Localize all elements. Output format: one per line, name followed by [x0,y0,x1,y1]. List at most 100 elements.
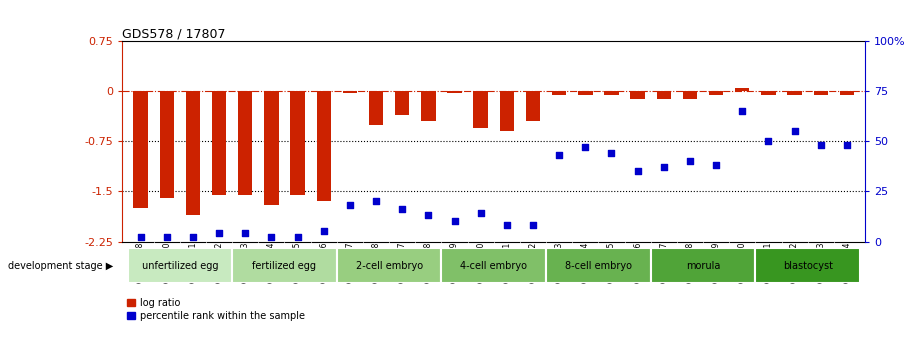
Text: GSM14661: GSM14661 [188,242,198,283]
Point [342,203,357,208]
Point [657,165,671,170]
Text: GSM14679: GSM14679 [450,242,459,283]
Bar [552,91,566,95]
Text: GSM14687: GSM14687 [660,242,669,283]
Legend: log ratio, percentile rank within the sample: log ratio, percentile rank within the sa… [127,298,304,321]
Point [238,231,253,236]
Point [395,207,410,212]
Bar [761,91,776,95]
Bar [735,88,749,91]
Text: GSM14686: GSM14686 [633,242,642,283]
Text: GSM14682: GSM14682 [528,242,537,283]
Bar [238,91,253,195]
Point [499,223,514,228]
Point [631,169,645,174]
Point [761,139,776,144]
Point [683,159,698,164]
Point [525,223,540,228]
Text: GSM14665: GSM14665 [293,242,302,283]
Point [421,213,436,218]
Text: GSM14662: GSM14662 [215,242,224,283]
Bar [499,91,514,131]
Point [448,219,462,224]
Point [369,199,383,204]
Text: GSM14692: GSM14692 [790,242,799,283]
Bar [525,91,540,121]
Text: GSM14680: GSM14680 [477,242,486,283]
Bar [578,91,593,95]
Text: GSM14693: GSM14693 [816,242,825,283]
Bar [133,91,148,208]
Text: GSM14684: GSM14684 [581,242,590,283]
Text: GSM14685: GSM14685 [607,242,616,283]
Point [735,109,749,114]
Text: GSM14681: GSM14681 [502,242,511,283]
Text: GSM14667: GSM14667 [345,242,354,283]
Bar [604,91,619,95]
Text: 4-cell embryo: 4-cell embryo [460,261,527,270]
Bar [212,91,226,195]
Point [290,235,304,240]
Text: 2-cell embryo: 2-cell embryo [355,261,423,270]
Text: GSM14688: GSM14688 [686,242,695,283]
Bar [787,91,802,95]
Text: GSM14664: GSM14664 [267,242,276,283]
Text: GSM14666: GSM14666 [319,242,328,283]
Point [133,235,148,240]
Text: GSM14689: GSM14689 [711,242,720,283]
Point [186,235,200,240]
Bar [186,91,200,215]
Text: GSM14658: GSM14658 [136,242,145,283]
Bar [337,248,441,283]
Text: GSM14660: GSM14660 [162,242,171,283]
Point [316,229,331,234]
Bar [316,91,331,201]
Text: GSM14668: GSM14668 [371,242,381,283]
Text: 8-cell embryo: 8-cell embryo [565,261,631,270]
Point [159,235,174,240]
Bar [631,91,645,99]
Bar [369,91,383,125]
Point [474,211,488,216]
Bar [291,91,304,195]
Text: GSM14691: GSM14691 [764,242,773,283]
Text: GSM14683: GSM14683 [554,242,564,283]
Text: fertilized egg: fertilized egg [253,261,316,270]
Text: blastocyst: blastocyst [783,261,833,270]
Bar [232,248,337,283]
Bar [421,91,436,121]
Bar [708,91,723,95]
Text: GSM14690: GSM14690 [737,242,747,283]
Bar [651,248,756,283]
Bar [840,91,854,95]
Text: GSM14694: GSM14694 [843,242,852,283]
Bar [265,91,279,205]
Text: GDS578 / 17807: GDS578 / 17807 [122,27,226,40]
Point [708,163,723,168]
Bar [159,91,174,198]
Bar [342,91,357,93]
Point [552,153,566,158]
Bar [448,91,462,93]
Text: GSM14677: GSM14677 [398,242,407,283]
Point [604,151,619,156]
Bar [683,91,697,99]
Point [787,129,802,134]
Text: GSM14663: GSM14663 [241,242,250,283]
Point [265,235,279,240]
Point [212,231,226,236]
Bar [657,91,671,99]
Bar [756,248,860,283]
Text: GSM14678: GSM14678 [424,242,433,283]
Bar [474,91,488,128]
Bar [546,248,651,283]
Point [840,143,854,148]
Point [578,145,593,150]
Point [814,143,828,148]
Text: unfertilized egg: unfertilized egg [141,261,218,270]
Bar [128,248,232,283]
Text: development stage ▶: development stage ▶ [8,261,113,270]
Bar [814,91,828,95]
Text: morula: morula [686,261,720,270]
Bar [441,248,546,283]
